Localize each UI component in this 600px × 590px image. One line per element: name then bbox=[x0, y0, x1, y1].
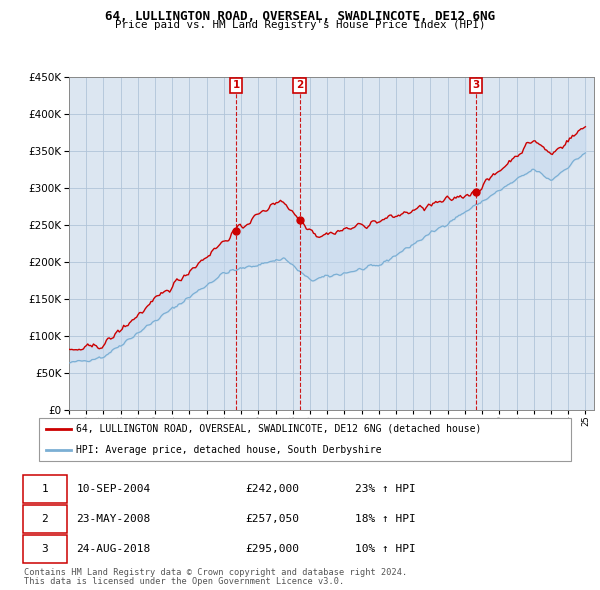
FancyBboxPatch shape bbox=[23, 505, 67, 533]
Text: 2: 2 bbox=[296, 80, 303, 90]
Text: £242,000: £242,000 bbox=[245, 484, 299, 494]
Text: 3: 3 bbox=[41, 545, 49, 554]
Text: 1: 1 bbox=[232, 80, 239, 90]
Text: £295,000: £295,000 bbox=[245, 545, 299, 554]
FancyBboxPatch shape bbox=[23, 535, 67, 563]
Text: Price paid vs. HM Land Registry's House Price Index (HPI): Price paid vs. HM Land Registry's House … bbox=[115, 20, 485, 30]
Text: 18% ↑ HPI: 18% ↑ HPI bbox=[355, 514, 416, 524]
Text: 2: 2 bbox=[41, 514, 49, 524]
Text: 23% ↑ HPI: 23% ↑ HPI bbox=[355, 484, 416, 494]
Text: 23-MAY-2008: 23-MAY-2008 bbox=[76, 514, 151, 524]
Text: 24-AUG-2018: 24-AUG-2018 bbox=[76, 545, 151, 554]
Text: 3: 3 bbox=[472, 80, 480, 90]
Text: 64, LULLINGTON ROAD, OVERSEAL, SWADLINCOTE, DE12 6NG: 64, LULLINGTON ROAD, OVERSEAL, SWADLINCO… bbox=[105, 10, 495, 23]
Text: 10-SEP-2004: 10-SEP-2004 bbox=[76, 484, 151, 494]
Text: 64, LULLINGTON ROAD, OVERSEAL, SWADLINCOTE, DE12 6NG (detached house): 64, LULLINGTON ROAD, OVERSEAL, SWADLINCO… bbox=[77, 424, 482, 434]
Text: 1: 1 bbox=[41, 484, 49, 494]
FancyBboxPatch shape bbox=[23, 475, 67, 503]
Text: £257,050: £257,050 bbox=[245, 514, 299, 524]
Text: HPI: Average price, detached house, South Derbyshire: HPI: Average price, detached house, Sout… bbox=[77, 445, 382, 455]
Text: 10% ↑ HPI: 10% ↑ HPI bbox=[355, 545, 416, 554]
Text: This data is licensed under the Open Government Licence v3.0.: This data is licensed under the Open Gov… bbox=[24, 578, 344, 586]
Text: Contains HM Land Registry data © Crown copyright and database right 2024.: Contains HM Land Registry data © Crown c… bbox=[24, 568, 407, 577]
FancyBboxPatch shape bbox=[39, 418, 571, 461]
